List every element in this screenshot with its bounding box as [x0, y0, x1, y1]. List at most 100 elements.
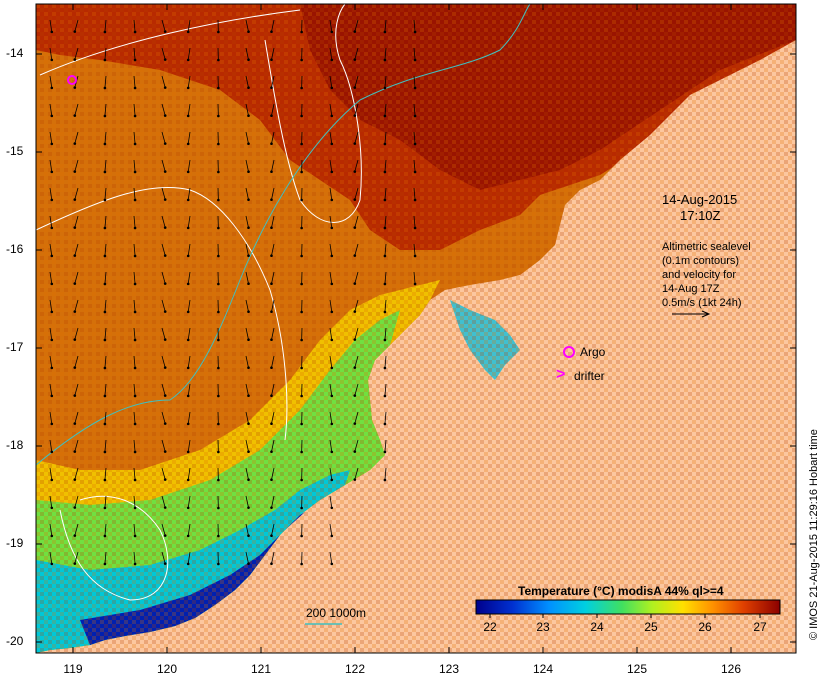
velocity-arrow	[74, 523, 79, 536]
velocity-arrow	[133, 383, 136, 396]
velocity-arrow	[187, 411, 191, 424]
velocity-arrow-head	[300, 198, 303, 202]
velocity-arrow	[245, 551, 249, 564]
velocity-arrow-head	[270, 422, 273, 426]
velocity-arrow	[245, 159, 249, 172]
velocity-arrow-head	[133, 450, 137, 454]
velocity-arrow-head	[73, 226, 77, 229]
timestamp-time: 17:10Z	[680, 208, 721, 223]
velocity-arrow-head	[186, 422, 190, 426]
velocity-arrow-head	[133, 142, 137, 146]
velocity-arrow-head	[186, 254, 190, 258]
velocity-arrow	[49, 243, 53, 256]
velocity-arrow	[413, 75, 416, 88]
velocity-arrow-head	[186, 310, 190, 314]
velocity-arrow-head	[247, 58, 250, 62]
velocity-arrow	[413, 187, 416, 200]
velocity-arrow-head	[217, 366, 220, 370]
velocity-arrow-head	[133, 30, 137, 34]
velocity-arrow-head	[50, 198, 54, 202]
velocity-arrow	[329, 411, 333, 424]
velocity-arrow-head	[353, 422, 357, 425]
velocity-arrow-head	[300, 86, 303, 90]
velocity-arrow-head	[270, 170, 273, 174]
velocity-arrow	[413, 159, 416, 172]
velocity-arrow	[104, 327, 107, 340]
lat-tick-label: -15	[6, 144, 24, 158]
velocity-arrow-head	[270, 338, 273, 342]
sst-texture	[36, 4, 796, 653]
velocity-arrow	[161, 243, 166, 256]
velocity-arrow	[245, 131, 249, 144]
velocity-arrow-head	[50, 338, 54, 342]
velocity-arrows	[49, 19, 417, 566]
velocity-arrow	[354, 187, 359, 200]
velocity-arrow-head	[103, 142, 107, 146]
velocity-arrow	[49, 495, 53, 508]
lon-tick-label: 119	[63, 662, 83, 676]
velocity-arrow-head	[413, 30, 417, 34]
velocity-arrow-head	[217, 226, 220, 230]
velocity-arrow-head	[186, 170, 190, 174]
velocity-arrow	[413, 47, 416, 60]
velocity-arrow-head	[383, 422, 387, 426]
velocity-arrow	[354, 439, 359, 452]
velocity-arrow	[354, 47, 359, 60]
velocity-arrow-head	[50, 478, 54, 482]
velocity-arrow	[104, 215, 107, 228]
velocity-arrow-head	[353, 450, 357, 453]
velocity-arrow	[74, 383, 79, 396]
velocity-arrow	[187, 19, 191, 32]
velocity-arrow	[104, 383, 107, 396]
velocity-arrow-head	[73, 254, 77, 257]
velocity-arrow-head	[163, 198, 167, 201]
velocity-arrow	[384, 439, 387, 452]
velocity-arrow	[271, 439, 275, 452]
velocity-arrow-head	[73, 310, 77, 313]
drifter-legend-label: drifter	[574, 369, 605, 383]
velocity-arrow-head	[413, 170, 417, 174]
velocity-arrow-head	[50, 170, 54, 174]
velocity-arrow	[271, 47, 275, 60]
velocity-arrow-head	[163, 450, 167, 453]
velocity-arrow-head	[270, 310, 273, 314]
velocity-arrow-head	[330, 282, 334, 286]
velocity-arrow	[245, 271, 249, 284]
velocity-arrow-head	[163, 506, 167, 509]
velocity-arrow	[161, 355, 166, 368]
velocity-arrow-head	[247, 30, 250, 34]
velocity-arrow-head	[186, 366, 190, 370]
velocity-arrow	[329, 159, 333, 172]
velocity-arrow	[271, 299, 275, 312]
velocity-arrow	[187, 439, 191, 452]
velocity-arrow-head	[73, 450, 77, 453]
timestamp-date: 14-Aug-2015	[662, 192, 738, 207]
velocity-arrow-head	[133, 58, 137, 62]
velocity-arrow-head	[330, 562, 334, 566]
velocity-arrow	[329, 243, 333, 256]
velocity-arrow-head	[383, 114, 387, 118]
velocity-arrow	[49, 327, 53, 340]
velocity-arrow	[49, 187, 53, 200]
velocity-arrow-head	[133, 226, 137, 230]
velocity-arrow	[161, 411, 166, 424]
velocity-arrow-head	[217, 478, 220, 482]
velocity-arrow	[271, 411, 275, 424]
velocity-arrow-head	[353, 310, 357, 313]
velocity-arrow-head	[133, 506, 137, 510]
velocity-arrow	[329, 299, 333, 312]
velocity-arrow	[161, 215, 166, 228]
velocity-arrow-head	[50, 534, 54, 538]
velocity-arrow	[49, 103, 53, 116]
velocity-arrow	[271, 383, 275, 396]
velocity-arrow	[271, 551, 275, 564]
velocity-arrow-head	[270, 366, 273, 370]
velocity-arrow-head	[186, 478, 190, 482]
velocity-arrow-head	[186, 86, 190, 90]
velocity-arrow	[329, 19, 333, 32]
velocity-arrow	[354, 215, 359, 228]
velocity-arrow-head	[163, 58, 167, 61]
velocity-arrow-head	[103, 170, 107, 174]
velocity-arrow	[384, 299, 387, 312]
velocity-arrow-head	[413, 86, 417, 90]
